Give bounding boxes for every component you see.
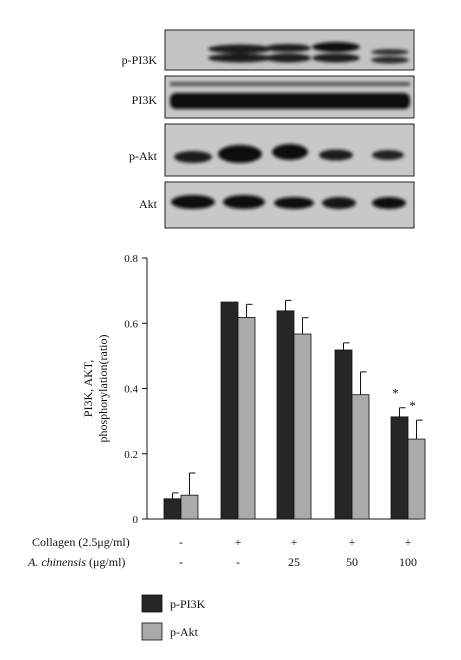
legend-label-p-pi3k: p-PI3K <box>170 597 206 611</box>
y-tick-label: 0.8 <box>124 253 138 265</box>
condition-value: 25 <box>288 555 300 569</box>
bar-p-akt <box>293 333 312 520</box>
bar-p-pi3k <box>276 310 295 520</box>
bar-p-akt <box>180 494 199 520</box>
y-tick-label: 0.6 <box>124 318 138 330</box>
condition-label: A. chinensis (μg/ml) <box>27 555 125 569</box>
bar-p-akt <box>237 316 256 520</box>
blot-label-akt: Akt <box>139 197 158 211</box>
legend-label-p-akt: p-Akt <box>170 625 199 639</box>
blot-label-p-pi3k: p-PI3K <box>122 53 158 67</box>
bar-p-pi3k <box>390 416 409 520</box>
y-tick-label: 0.4 <box>124 384 138 396</box>
condition-value: + <box>405 535 412 549</box>
condition-value: 50 <box>346 555 358 569</box>
y-tick-label: 0 <box>133 514 139 526</box>
condition-value: + <box>235 535 242 549</box>
bar-p-pi3k <box>220 301 239 520</box>
blot-bands-p-pi3k <box>208 42 409 64</box>
blot-bands-akt <box>171 195 406 209</box>
y-tick-label: 0.2 <box>124 449 138 461</box>
significance-mark: * <box>409 398 416 413</box>
condition-label: Collagen (2.5μg/ml) <box>32 535 130 549</box>
condition-value: - <box>179 555 183 569</box>
condition-value: + <box>291 535 298 549</box>
y-axis-label: PI3K, AKT, <box>81 360 95 417</box>
condition-value: + <box>349 535 356 549</box>
blot-bands-p-akt <box>174 144 404 163</box>
western-blot-panels: p-PI3K PI3K p-Akt Akt <box>122 29 415 229</box>
bar-p-pi3k <box>163 498 182 520</box>
blot-bands-pi3k <box>170 82 410 109</box>
condition-value: - <box>236 555 240 569</box>
bar-p-akt <box>407 438 426 520</box>
significance-mark: * <box>392 386 399 401</box>
bar-p-pi3k <box>334 349 353 520</box>
bar-chart: 0 0.2 0.4 0.6 0.8 PI3K, AKT, phosphorylation(r… <box>27 253 426 641</box>
legend-swatch-p-akt <box>141 622 163 641</box>
condition-label-unit: (μg/ml) <box>86 555 125 569</box>
condition-value: 100 <box>399 555 417 569</box>
legend-swatch-p-pi3k <box>141 594 163 613</box>
blot-label-pi3k: PI3K <box>132 93 158 107</box>
blot-label-p-akt: p-Akt <box>129 149 158 163</box>
condition-value: - <box>179 535 183 549</box>
bar-p-akt <box>351 394 370 520</box>
y-axis-label: phosphorylation(ratio) <box>96 335 110 443</box>
condition-label-italic: A. chinensis <box>27 555 86 569</box>
